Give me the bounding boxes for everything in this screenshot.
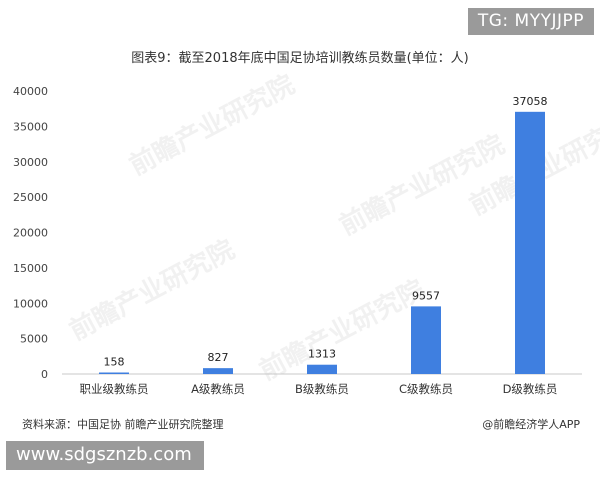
- bar: [99, 372, 129, 374]
- y-tick-label: 5000: [20, 333, 48, 346]
- bar: [411, 306, 441, 374]
- category-label: D级教练员: [503, 382, 558, 396]
- category-label: C级教练员: [399, 382, 453, 396]
- bar: [515, 111, 545, 375]
- y-tick-label: 35000: [13, 120, 48, 133]
- source-note: 资料来源：中国足协 前瞻产业研究院整理: [22, 418, 224, 431]
- bar: [203, 368, 233, 374]
- y-tick-label: 30000: [13, 156, 48, 169]
- category-label: A级教练员: [191, 382, 245, 396]
- y-tick-label: 40000: [13, 85, 48, 98]
- bar: [307, 364, 337, 374]
- tg-badge: TG: MYYJJPP: [467, 8, 594, 35]
- data-label: 37058: [513, 95, 548, 108]
- url-badge: www.sdgsznzb.com: [6, 441, 204, 470]
- data-label: 1313: [308, 348, 336, 361]
- chart-title: 图表9：截至2018年底中国足协培训教练员数量(单位：人): [131, 51, 469, 66]
- data-label: 158: [104, 356, 125, 369]
- credit-note: @前瞻经济学人APP: [482, 418, 580, 431]
- y-tick-label: 0: [41, 368, 48, 381]
- y-tick-label: 10000: [13, 297, 48, 310]
- category-label: 职业级教练员: [80, 382, 149, 396]
- y-tick-label: 15000: [13, 262, 48, 275]
- data-label: 9557: [412, 289, 440, 302]
- category-label: B级教练员: [295, 382, 349, 396]
- y-tick-label: 20000: [13, 227, 48, 240]
- y-tick-label: 25000: [13, 191, 48, 204]
- data-label: 827: [208, 351, 229, 364]
